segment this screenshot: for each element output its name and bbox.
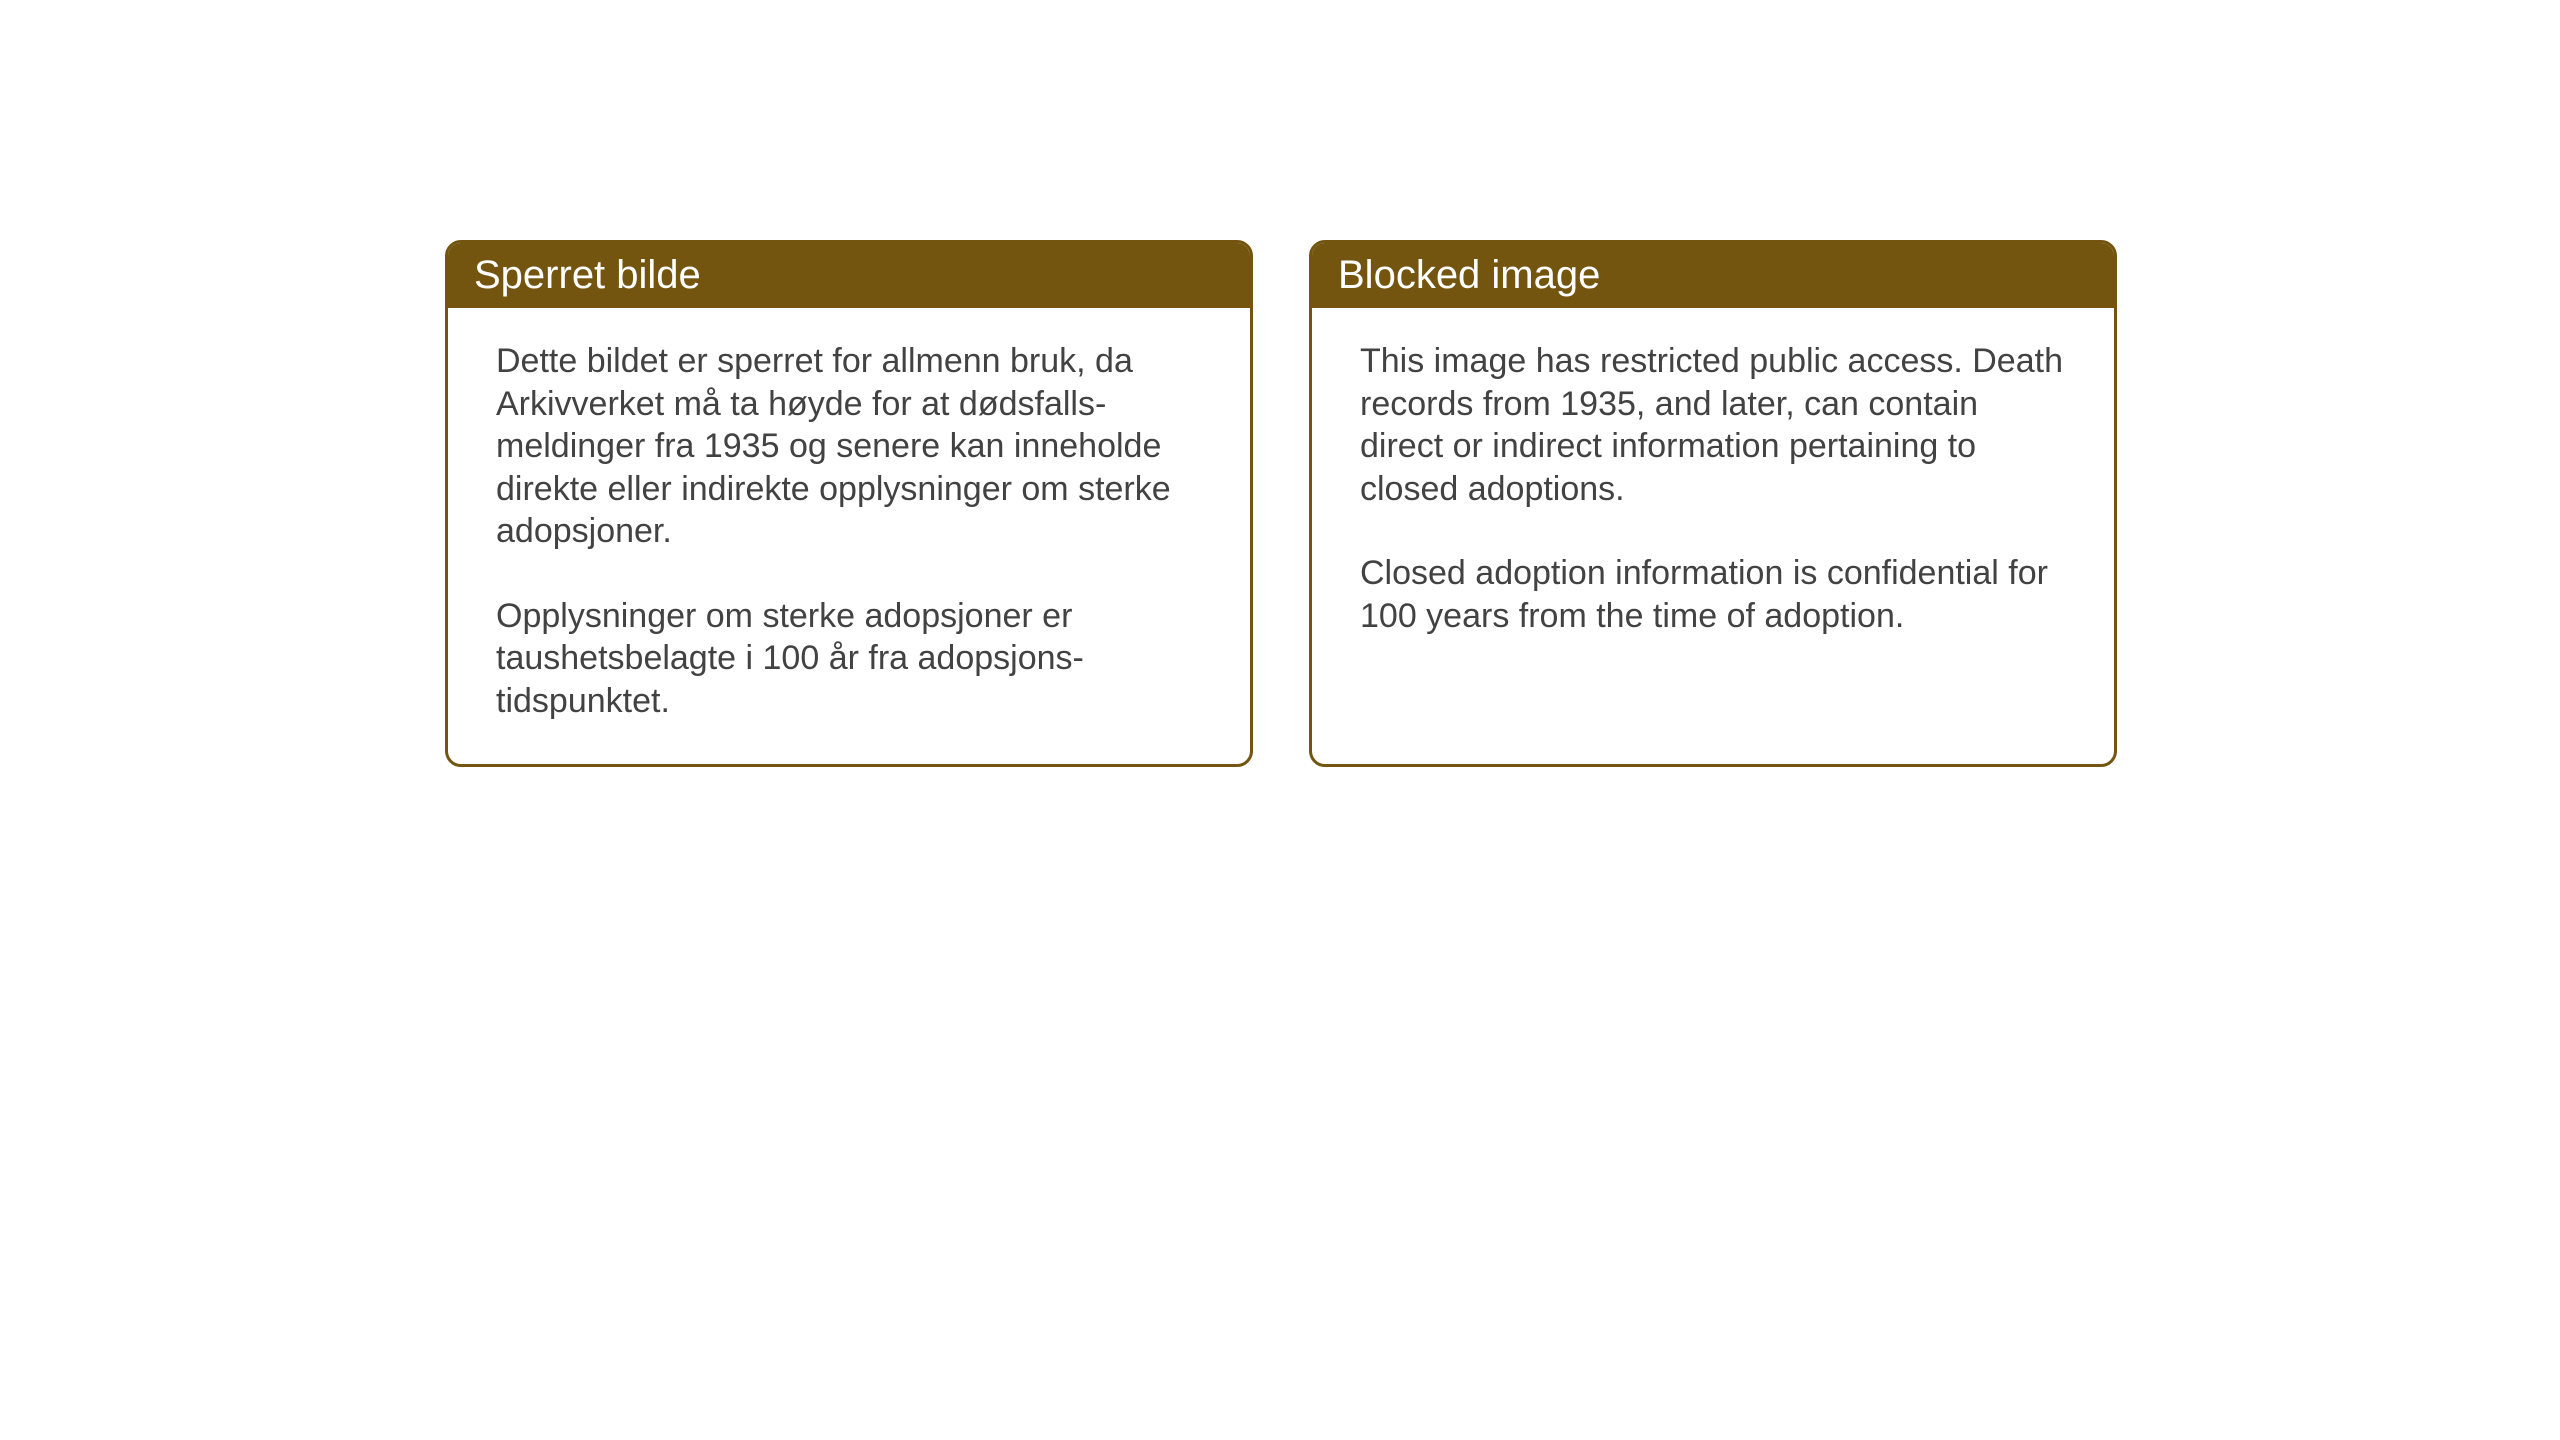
card-header-norwegian: Sperret bilde bbox=[448, 243, 1250, 308]
card-paragraph-english-2: Closed adoption information is confident… bbox=[1360, 552, 2066, 637]
card-paragraph-norwegian-1: Dette bildet er sperret for allmenn bruk… bbox=[496, 340, 1202, 553]
card-paragraph-english-1: This image has restricted public access.… bbox=[1360, 340, 2066, 510]
card-body-norwegian: Dette bildet er sperret for allmenn bruk… bbox=[448, 308, 1250, 764]
notice-card-english: Blocked image This image has restricted … bbox=[1309, 240, 2117, 767]
card-title-norwegian: Sperret bilde bbox=[474, 253, 701, 297]
card-body-english: This image has restricted public access.… bbox=[1312, 308, 2114, 679]
card-title-english: Blocked image bbox=[1338, 253, 1600, 297]
notice-container: Sperret bilde Dette bildet er sperret fo… bbox=[445, 240, 2117, 767]
card-header-english: Blocked image bbox=[1312, 243, 2114, 308]
card-paragraph-norwegian-2: Opplysninger om sterke adopsjoner er tau… bbox=[496, 595, 1202, 723]
notice-card-norwegian: Sperret bilde Dette bildet er sperret fo… bbox=[445, 240, 1253, 767]
